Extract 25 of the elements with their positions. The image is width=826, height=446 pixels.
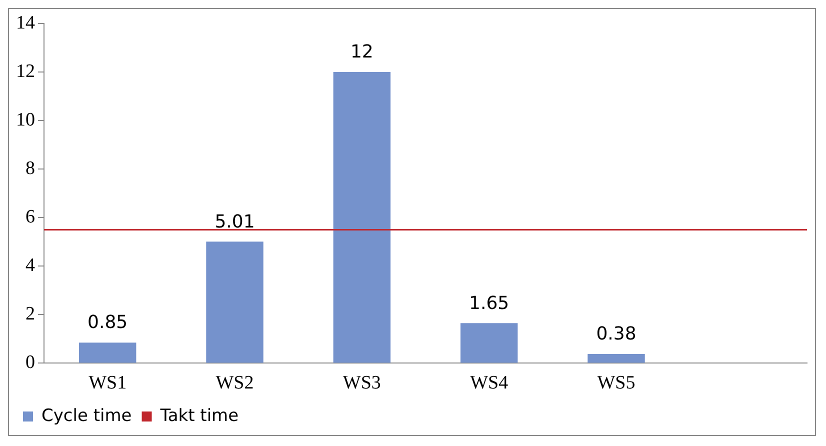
- data-label: 12: [350, 42, 374, 63]
- bar: [78, 342, 136, 363]
- legend-label: Cycle time: [42, 406, 132, 426]
- y-tick-label: 4: [26, 255, 36, 276]
- y-tick-label: 14: [16, 12, 36, 34]
- data-label: 1.65: [469, 292, 510, 314]
- y-tick-label: 0: [26, 352, 35, 374]
- y-tick-label: 8: [26, 158, 35, 180]
- bar: [460, 323, 518, 363]
- bar: [333, 72, 391, 363]
- y-tick-label: 2: [26, 304, 35, 325]
- x-tick-label: WS1: [88, 372, 127, 394]
- y-tick-label: 12: [16, 60, 35, 82]
- x-tick-label: WS3: [342, 372, 381, 394]
- bar: [588, 354, 645, 363]
- y-tick-label: 10: [16, 109, 35, 130]
- data-label: 0.85: [88, 312, 128, 334]
- x-tick-label: WS4: [470, 372, 509, 394]
- legend-label: Takt time: [159, 406, 239, 426]
- data-label: 0.38: [596, 324, 636, 345]
- bar: [206, 242, 264, 363]
- y-tick-label: 6: [26, 206, 35, 228]
- data-label: 5.01: [214, 211, 255, 232]
- x-tick-label: WS2: [216, 372, 254, 394]
- x-tick-label: WS5: [597, 372, 636, 394]
